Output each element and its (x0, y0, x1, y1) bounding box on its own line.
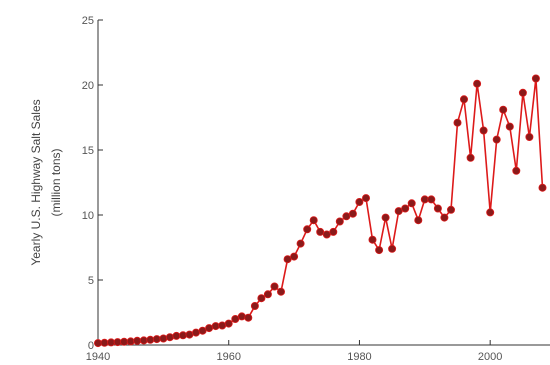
data-point (296, 239, 305, 248)
data-point (414, 216, 423, 225)
data-point (250, 301, 259, 310)
data-point (499, 105, 508, 114)
data-point (191, 328, 200, 337)
data-point (512, 166, 521, 175)
y-tick-label: 25 (82, 15, 94, 27)
data-point (133, 336, 142, 345)
data-point (473, 79, 482, 88)
data-point (185, 330, 194, 339)
data-point (375, 246, 384, 255)
data-point (492, 135, 501, 144)
y-axis-title: Yearly U.S. Highway Salt Sales (29, 99, 43, 265)
data-point (433, 204, 442, 213)
data-point (165, 333, 174, 342)
data-point (381, 213, 390, 222)
data-point (355, 197, 364, 206)
data-point (172, 331, 181, 340)
data-point (538, 183, 547, 192)
y-tick-label: 5 (88, 275, 94, 287)
data-point (505, 122, 514, 131)
data-point (525, 132, 534, 141)
data-point (159, 334, 168, 343)
data-points (94, 74, 547, 348)
data-point (446, 205, 455, 214)
data-point (479, 126, 488, 135)
data-point (427, 195, 436, 204)
data-point (486, 208, 495, 217)
data-point (361, 194, 370, 203)
data-point (316, 227, 325, 236)
data-point (146, 335, 155, 344)
data-point (348, 209, 357, 218)
data-point (218, 321, 227, 330)
data-point (401, 204, 410, 213)
y-ticks: 0 5 10 15 20 25 (82, 15, 103, 352)
x-tick-label: 1940 (86, 351, 110, 363)
salt-sales-series (94, 74, 547, 348)
data-point (205, 324, 214, 333)
data-point (257, 294, 266, 303)
data-point (152, 335, 161, 344)
data-point (335, 217, 344, 226)
data-point (263, 290, 272, 299)
data-point (466, 153, 475, 162)
y-axis-unit: (million tons) (49, 148, 63, 216)
data-point (518, 88, 527, 97)
data-point (211, 322, 220, 331)
y-tick-label: 10 (82, 210, 94, 222)
data-point (368, 235, 377, 244)
data-point (244, 313, 253, 322)
data-point (453, 118, 462, 127)
data-point (303, 225, 312, 234)
data-point (270, 282, 279, 291)
x-tick-label: 1960 (216, 351, 240, 363)
data-point (309, 216, 318, 225)
data-point (290, 252, 299, 261)
data-point (440, 213, 449, 222)
data-point (126, 337, 135, 346)
data-point (100, 338, 109, 347)
data-point (120, 337, 129, 346)
y-tick-label: 0 (88, 340, 94, 352)
y-tick-label: 20 (82, 80, 94, 92)
data-point (178, 331, 187, 340)
x-tick-label: 1980 (347, 351, 371, 363)
data-point (276, 287, 285, 296)
x-tick-label: 2000 (478, 351, 502, 363)
x-ticks: 1940 1960 1980 2000 (86, 340, 502, 363)
axes (97, 20, 550, 346)
data-point (329, 227, 338, 236)
data-point (388, 244, 397, 253)
data-point (224, 319, 233, 328)
data-point (459, 95, 468, 104)
data-point (531, 74, 540, 83)
data-point (407, 199, 416, 208)
data-point (139, 336, 148, 345)
data-point (237, 312, 246, 321)
y-tick-label: 15 (82, 145, 94, 157)
